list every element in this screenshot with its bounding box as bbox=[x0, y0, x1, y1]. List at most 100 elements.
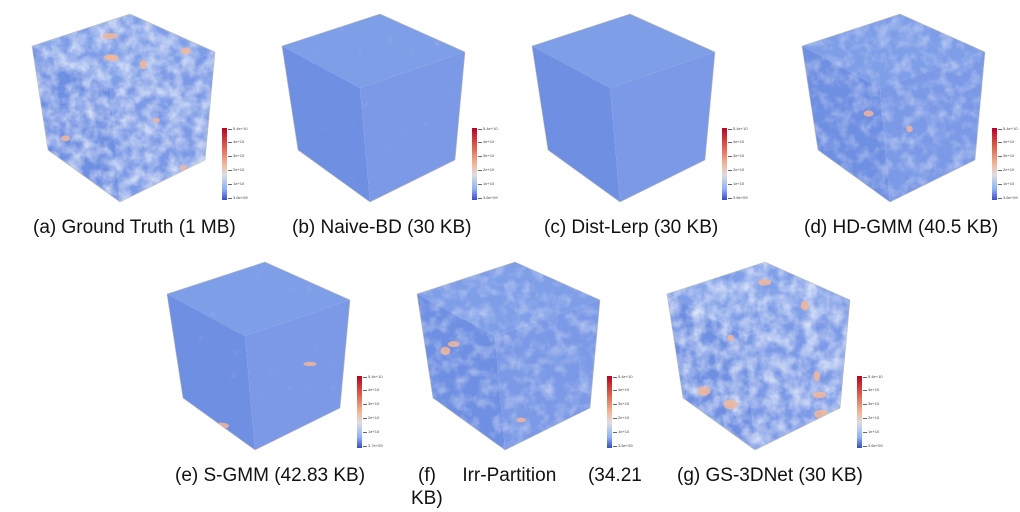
colorbar-tick-label: 3e+10 bbox=[868, 401, 880, 406]
cube-edge bbox=[31, 45, 49, 151]
hotspot bbox=[107, 54, 119, 61]
volume-cube bbox=[416, 261, 601, 451]
cube-edge bbox=[182, 397, 256, 451]
hotspot bbox=[812, 391, 827, 399]
colorbar-tick bbox=[863, 390, 867, 391]
colorbar-tick-label: 3e+10 bbox=[618, 401, 630, 406]
colorbar-tick bbox=[998, 184, 1002, 185]
cube-edge bbox=[281, 13, 381, 47]
colorbar-tick-label: 2e+10 bbox=[618, 415, 630, 420]
hotspot bbox=[727, 334, 734, 342]
colorbar-tick bbox=[363, 390, 367, 391]
colorbar-tick bbox=[998, 142, 1002, 143]
colorbar-tick-label: 3.6e+09 bbox=[868, 443, 883, 448]
colorbar-tick bbox=[998, 170, 1002, 171]
caption-ground-truth: (a) Ground Truth (1 MB) bbox=[33, 217, 236, 238]
colorbar-tick-label: 3.6e+09 bbox=[233, 195, 248, 200]
colorbar-tick-label: 5.4e+10 bbox=[733, 126, 748, 131]
colorbar-tick-label: 5.4e+10 bbox=[368, 374, 383, 379]
colorbar-tick bbox=[228, 142, 232, 143]
cube-edge bbox=[764, 261, 851, 301]
colorbar-tick bbox=[478, 142, 482, 143]
hotspot bbox=[102, 32, 119, 40]
colorbar-tick bbox=[478, 170, 482, 171]
colorbar-tick-label: 5.4e+10 bbox=[868, 374, 883, 379]
volume-cube bbox=[531, 13, 716, 203]
colorbar-tick bbox=[998, 129, 1002, 130]
caption-s-gmm: (e) S-GMM (42.83 KB) bbox=[175, 465, 366, 486]
colorbar-tick-label: 1e+10 bbox=[868, 429, 880, 434]
hotspot bbox=[181, 47, 191, 55]
colorbar-tick-label: 1e+10 bbox=[733, 181, 745, 186]
colorbar-tick bbox=[613, 446, 617, 447]
colorbar-gradient bbox=[222, 128, 227, 200]
cube-edge bbox=[454, 51, 466, 161]
colorbar-tick-label: 4e+10 bbox=[618, 387, 630, 392]
cube-edge bbox=[547, 149, 621, 203]
cube-edge bbox=[166, 261, 266, 295]
volume-cube bbox=[31, 13, 216, 203]
hotspot bbox=[152, 117, 160, 123]
colorbar-tick bbox=[478, 198, 482, 199]
hotspot bbox=[61, 135, 71, 142]
colorbar-tick-label: 3.6e+09 bbox=[1003, 195, 1018, 200]
hotspot bbox=[758, 279, 772, 286]
cube-edge bbox=[619, 159, 706, 203]
colorbar-tick-label: 4e+10 bbox=[368, 387, 380, 392]
hotspot bbox=[682, 406, 696, 415]
colorbar: 5.4e+10 4e+10 3e+10 2e+10 1e+10 3.7e+09 bbox=[357, 374, 447, 456]
colorbar-tick bbox=[863, 377, 867, 378]
hotspot bbox=[723, 399, 738, 410]
colorbar-tick-label: 1e+10 bbox=[618, 429, 630, 434]
cube-edge bbox=[704, 51, 716, 161]
cube-edge bbox=[129, 13, 216, 53]
cube-edge bbox=[379, 13, 466, 53]
colorbar-tick bbox=[728, 170, 732, 171]
colorbar: 5.4e+10 4e+10 3e+10 2e+10 1e+10 3.6e+09 bbox=[992, 127, 1020, 208]
colorbar-tick bbox=[863, 418, 867, 419]
hotspot bbox=[800, 300, 810, 311]
colorbar-tick bbox=[363, 377, 367, 378]
cube-edge bbox=[531, 45, 549, 151]
colorbar-gradient bbox=[357, 376, 362, 448]
cube-edge bbox=[264, 261, 351, 301]
colorbar: 5.4e+10 4e+10 3e+10 2e+10 1e+10 3.6e+09 bbox=[472, 126, 562, 208]
colorbar-tick-label: 2e+10 bbox=[483, 167, 495, 172]
colorbar-tick bbox=[728, 142, 732, 143]
volume-texture bbox=[802, 14, 985, 202]
colorbar-tick-label: 3.7e+09 bbox=[368, 443, 383, 448]
caption-hd-gmm: (d) HD-GMM (40.5 KB) bbox=[804, 217, 999, 238]
colorbar-tick-label: 3e+10 bbox=[368, 401, 380, 406]
colorbar-tick-label: 5.4e+10 bbox=[483, 126, 498, 131]
hotspot bbox=[906, 125, 913, 133]
colorbar-tick bbox=[998, 198, 1002, 199]
colorbar-tick bbox=[863, 432, 867, 433]
cube-edge bbox=[416, 261, 516, 295]
caption-gs-3dnet: (g) GS-3DNet (30 KB) bbox=[677, 465, 863, 486]
cube-edge bbox=[754, 407, 841, 451]
colorbar-tick bbox=[478, 129, 482, 130]
colorbar-tick-label: 3e+10 bbox=[483, 153, 495, 158]
hotspot bbox=[516, 417, 527, 423]
volume-cube bbox=[166, 261, 351, 451]
cube-edge bbox=[839, 299, 851, 409]
hotspot bbox=[213, 423, 225, 433]
colorbar-tick-label: 3.6e+09 bbox=[733, 195, 748, 200]
colorbar-tick-label: 4e+10 bbox=[233, 139, 245, 144]
colorbar-tick-label: 5.4e+10 bbox=[618, 374, 633, 379]
colorbar-tick bbox=[228, 129, 232, 130]
hotspot bbox=[447, 341, 460, 348]
cube-edge bbox=[119, 159, 206, 203]
colorbar-tick bbox=[863, 404, 867, 405]
cube-edge bbox=[281, 45, 299, 151]
colorbar-tick bbox=[613, 418, 617, 419]
colorbar-tick bbox=[228, 170, 232, 171]
cube-edge bbox=[47, 149, 121, 203]
cube-edge bbox=[416, 293, 434, 399]
colorbar-tick-label: 1e+10 bbox=[1003, 181, 1015, 186]
colorbar-tick-label: 3.6e+09 bbox=[618, 443, 633, 448]
colorbar-tick bbox=[613, 404, 617, 405]
colorbar-tick bbox=[478, 156, 482, 157]
colorbar-tick-label: 1e+10 bbox=[483, 181, 495, 186]
cube-edge bbox=[166, 293, 184, 399]
